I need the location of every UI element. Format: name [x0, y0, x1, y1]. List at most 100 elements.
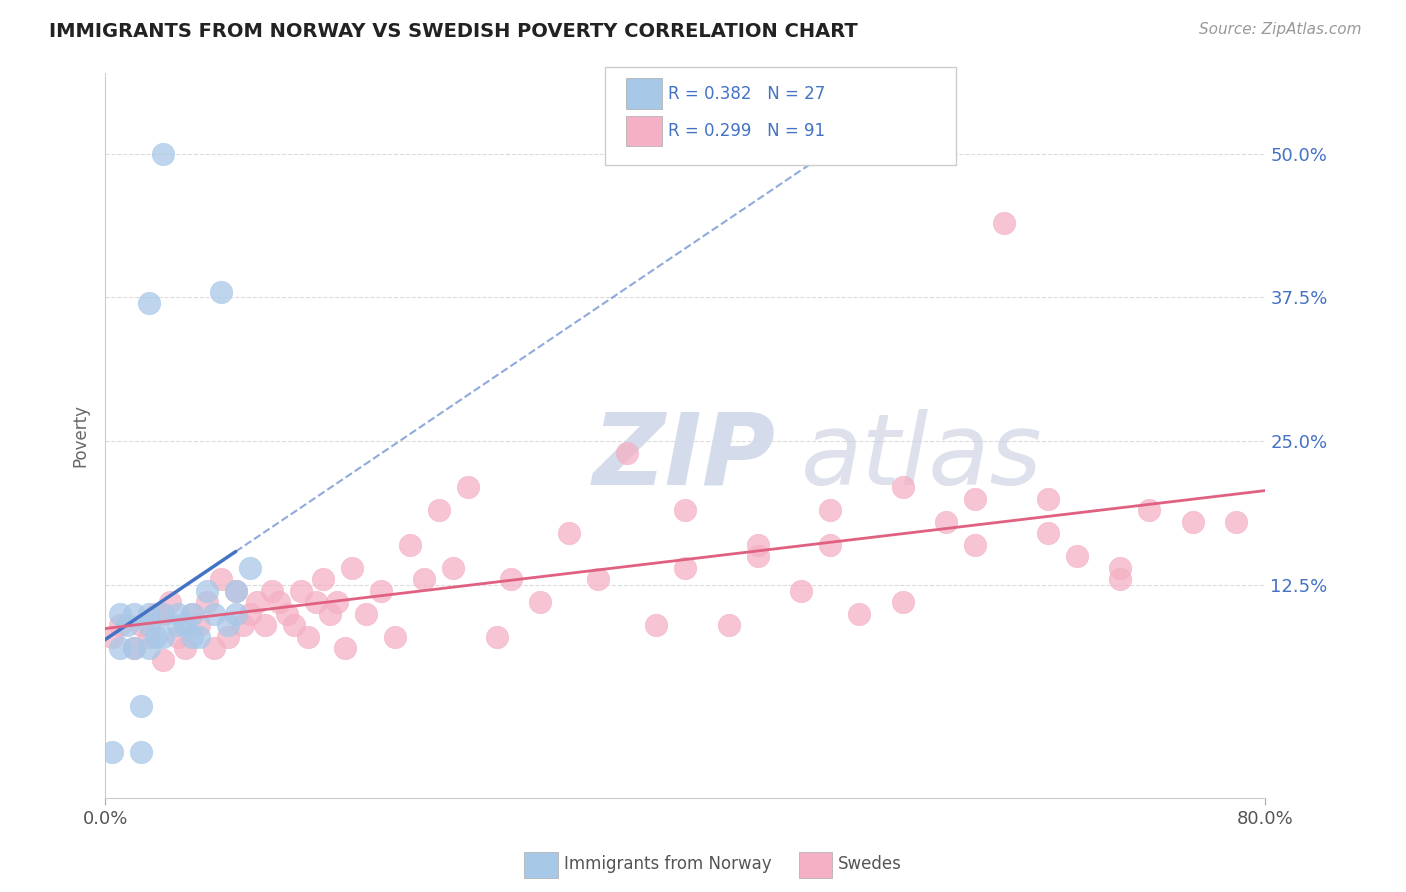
Point: [588, 573, 610, 587]
Point: [427, 503, 450, 517]
Point: [166, 630, 188, 644]
Point: [209, 573, 232, 587]
Point: [717, 618, 740, 632]
Point: [935, 515, 957, 529]
Point: [174, 618, 197, 632]
Point: [1109, 573, 1132, 587]
Point: [253, 618, 276, 632]
Point: [174, 641, 197, 656]
Point: [558, 526, 581, 541]
Point: [529, 595, 551, 609]
Text: ZIP: ZIP: [592, 409, 776, 506]
Y-axis label: Poverty: Poverty: [72, 404, 89, 467]
Point: [260, 583, 283, 598]
Point: [115, 618, 138, 632]
Point: [965, 491, 987, 506]
Point: [166, 618, 188, 632]
Point: [1225, 515, 1247, 529]
Point: [340, 561, 363, 575]
Point: [269, 595, 291, 609]
Point: [820, 503, 842, 517]
Point: [225, 583, 247, 598]
Point: [152, 607, 174, 621]
Point: [1036, 526, 1059, 541]
Point: [138, 607, 160, 621]
Point: [131, 745, 153, 759]
Point: [283, 618, 305, 632]
Point: [195, 583, 218, 598]
Point: [209, 285, 232, 299]
Point: [384, 630, 406, 644]
Point: [848, 607, 870, 621]
Point: [159, 595, 181, 609]
Point: [225, 583, 247, 598]
Point: [181, 607, 204, 621]
Point: [993, 216, 1015, 230]
Point: [891, 595, 914, 609]
Point: [441, 561, 464, 575]
Point: [122, 641, 145, 656]
Point: [790, 583, 813, 598]
Text: Source: ZipAtlas.com: Source: ZipAtlas.com: [1198, 22, 1361, 37]
Point: [232, 618, 254, 632]
Point: [457, 480, 479, 494]
Point: [166, 607, 188, 621]
Point: [188, 630, 211, 644]
Point: [965, 538, 987, 552]
Text: Immigrants from Norway: Immigrants from Norway: [564, 855, 772, 873]
Point: [304, 595, 326, 609]
Point: [297, 630, 319, 644]
Point: [202, 607, 225, 621]
Point: [138, 641, 160, 656]
Point: [356, 607, 378, 621]
Point: [239, 607, 262, 621]
Point: [108, 641, 131, 656]
Point: [413, 573, 436, 587]
Point: [1109, 561, 1132, 575]
Point: [319, 607, 342, 621]
Point: [326, 595, 349, 609]
Point: [138, 630, 160, 644]
Point: [747, 538, 769, 552]
Point: [195, 595, 218, 609]
Point: [645, 618, 668, 632]
Point: [138, 618, 160, 632]
Point: [312, 573, 335, 587]
Text: Swedes: Swedes: [838, 855, 901, 873]
Point: [276, 607, 298, 621]
Point: [131, 699, 153, 714]
Text: R = 0.382   N = 27: R = 0.382 N = 27: [668, 85, 825, 103]
Point: [246, 595, 269, 609]
Point: [1139, 503, 1161, 517]
Point: [101, 745, 124, 759]
Point: [616, 446, 638, 460]
Point: [1181, 515, 1204, 529]
Point: [333, 641, 356, 656]
Point: [152, 607, 174, 621]
Point: [145, 630, 167, 644]
Point: [152, 653, 174, 667]
Point: [218, 618, 240, 632]
Point: [122, 641, 145, 656]
Point: [181, 630, 204, 644]
Point: [188, 618, 211, 632]
Point: [673, 561, 696, 575]
Point: [747, 549, 769, 564]
Point: [138, 296, 160, 310]
Point: [122, 607, 145, 621]
Point: [290, 583, 312, 598]
Point: [1036, 491, 1059, 506]
Point: [225, 607, 247, 621]
Text: R = 0.299   N = 91: R = 0.299 N = 91: [668, 122, 825, 140]
Text: IMMIGRANTS FROM NORWAY VS SWEDISH POVERTY CORRELATION CHART: IMMIGRANTS FROM NORWAY VS SWEDISH POVERT…: [49, 22, 858, 41]
Point: [891, 480, 914, 494]
Point: [673, 503, 696, 517]
Point: [152, 146, 174, 161]
Point: [181, 607, 204, 621]
Text: atlas: atlas: [801, 409, 1043, 506]
Point: [820, 538, 842, 552]
Point: [131, 618, 153, 632]
Point: [370, 583, 392, 598]
Point: [239, 561, 262, 575]
Point: [501, 573, 523, 587]
